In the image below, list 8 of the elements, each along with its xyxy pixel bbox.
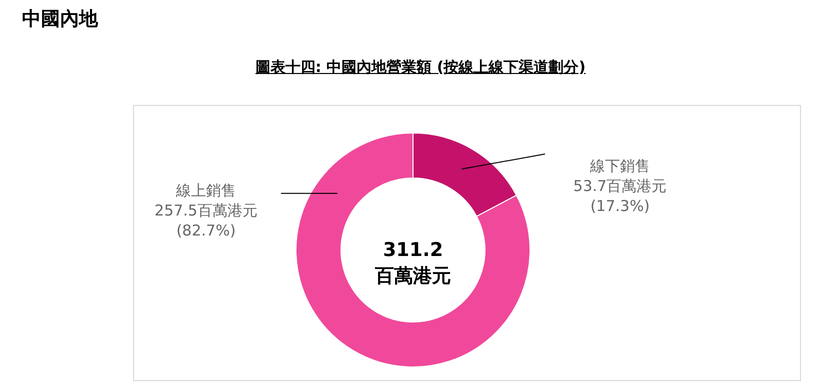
chart-title: 中國內地 [22,7,98,32]
donut-slice [296,132,530,368]
data-label: 53.7百萬港元 (17.3%) [573,177,667,216]
text: 311.2 百萬港元 [374,239,451,287]
data-label: 257.5百萬港元 (82.7%) [154,201,258,240]
slice-label: 線上銷售 [175,181,236,200]
chart-subtitle: 圖表十四: 中國內地營業額 (按線上線下渠道劃分) [254,58,587,77]
slice-label: 線下銷售 [589,157,650,176]
